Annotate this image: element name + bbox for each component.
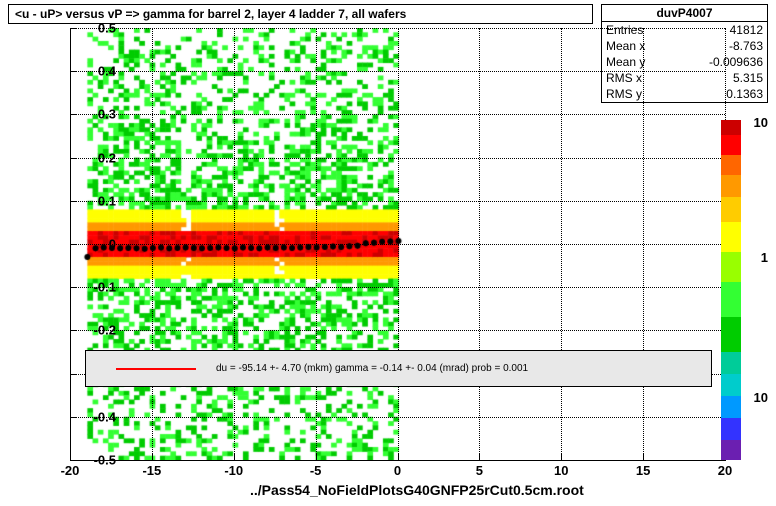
legend-line (116, 368, 196, 370)
stats-name: duvP4007 (602, 5, 767, 22)
stats-value: -8.763 (729, 38, 763, 54)
colorbar-label-mid: 1 (761, 250, 768, 265)
legend-text: du = -95.14 +- 4.70 (mkm) gamma = -0.14 … (216, 363, 528, 374)
colorbar-label-bot: 10 (754, 390, 768, 405)
root-container: <u - uP> versus vP => gamma for barrel 2… (0, 0, 776, 506)
colorbar-segment (721, 317, 741, 352)
colorbar-label-top: 10 (754, 115, 768, 130)
x-tick-label: 20 (718, 463, 732, 478)
colorbar-segment (721, 197, 741, 222)
colorbar-segment (721, 396, 741, 418)
x-tick-label: -10 (224, 463, 243, 478)
colorbar-segment (721, 155, 741, 175)
colorbar (721, 120, 741, 460)
stats-value: 5.315 (733, 70, 763, 86)
file-label: ../Pass54_NoFieldPlotsG40GNFP25rCut0.5cm… (250, 482, 584, 498)
x-tick-label: -15 (142, 463, 161, 478)
x-tick-label: -5 (310, 463, 322, 478)
colorbar-segment (721, 352, 741, 374)
colorbar-segment (721, 282, 741, 317)
colorbar-segment (721, 374, 741, 396)
legend-box: du = -95.14 +- 4.70 (mkm) gamma = -0.14 … (85, 350, 712, 387)
colorbar-segment (721, 175, 741, 197)
x-tick-label: 10 (554, 463, 568, 478)
colorbar-segment (721, 135, 741, 155)
colorbar-segment (721, 222, 741, 252)
colorbar-segment (721, 418, 741, 440)
colorbar-segment (721, 252, 741, 282)
x-tick-label: 5 (476, 463, 483, 478)
stats-value: 0.1363 (726, 86, 763, 102)
colorbar-segment (721, 120, 741, 135)
x-tick-label: -20 (61, 463, 80, 478)
colorbar-segment (721, 440, 741, 460)
x-tick-label: 0 (394, 463, 401, 478)
x-tick-label: 15 (636, 463, 650, 478)
stats-value: 41812 (730, 22, 763, 38)
